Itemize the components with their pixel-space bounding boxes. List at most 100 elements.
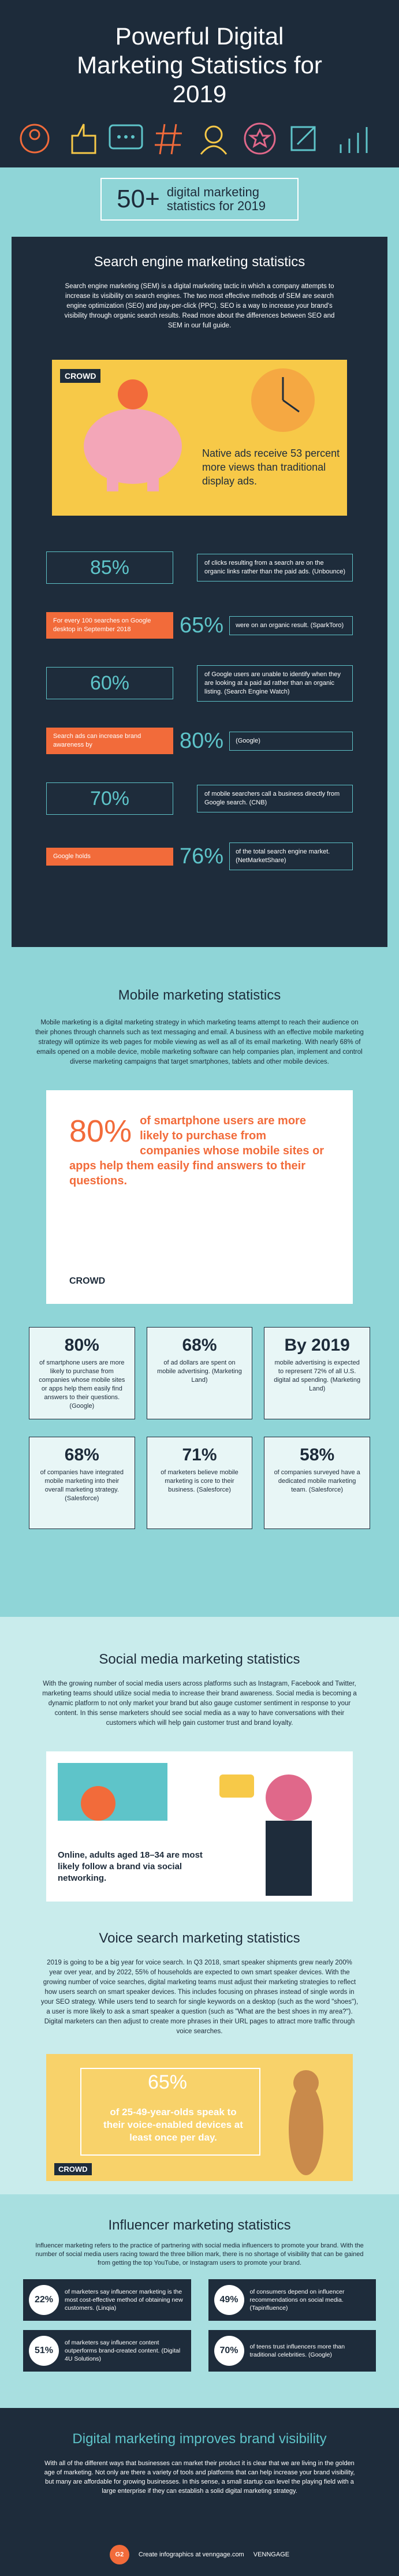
closing-section: Digital marketing improves brand visibil… <box>0 2408 399 2576</box>
feature-card: CROWD Native ads receive 53 percent more… <box>52 360 347 516</box>
banner-number: 50+ <box>117 185 160 213</box>
stat-number: 68% <box>182 1336 217 1355</box>
feature-text: of 25-49-year-olds speak to their voice-… <box>103 2107 243 2143</box>
stat-text: of companies have integrated mobile mark… <box>40 1469 124 1502</box>
stat-cell: 80% of smartphone users are more likely t… <box>29 1327 135 1419</box>
stat-row: For every 100 searches on Google desktop… <box>46 597 353 654</box>
stat-number: 80% <box>64 1336 99 1355</box>
stat-text: of marketers believe mobile marketing is… <box>161 1469 238 1493</box>
section-intro: 2019 is going to be a big year for voice… <box>40 1959 359 2035</box>
banner-box: 50+ digital marketing statistics for 201… <box>100 178 299 221</box>
stat-result: 65% were on an organic result. (SparkToro… <box>180 613 353 638</box>
social-section: Social media marketing statistics With t… <box>0 1617 399 2194</box>
stat-text: of teens trust influencers more than tra… <box>249 2343 345 2358</box>
section-title: Social media marketing statistics <box>99 1652 300 1667</box>
section-title: Search engine marketing statistics <box>94 254 305 270</box>
stat-cell: 49% of consumers depend on influencer rec… <box>208 2279 376 2321</box>
stat-cell: 51% of marketers say influencer content o… <box>23 2330 191 2372</box>
section-intro: Search engine marketing (SEM) is a digit… <box>64 283 335 329</box>
stat-label: Google holds <box>46 847 173 866</box>
mobile-section: Mobile marketing statistics Mobile marke… <box>0 953 399 1617</box>
stat-number: 58% <box>300 1445 335 1464</box>
stat-cell: 22% of marketers say influencer marketing… <box>23 2279 191 2321</box>
logo: G2 <box>109 2545 129 2564</box>
stat-row: 60% of Google users are unable to identif… <box>46 654 353 712</box>
icon-row <box>20 122 368 155</box>
stat-grid: 80% of smartphone users are more likely t… <box>29 1327 370 1529</box>
feature-card: 65% of 25-49-year-olds speak to their vo… <box>46 2054 353 2181</box>
stat-number: 60% <box>46 667 173 699</box>
stat-number: 76% <box>180 844 224 868</box>
stat-cell: 68% of companies have integrated mobile m… <box>29 1437 135 1529</box>
stat-row: 70% of mobile searchers call a business d… <box>46 770 353 827</box>
banner-text: digital marketing statistics for 2019 <box>166 185 266 213</box>
footer: G2 Create infographics at venngage.com V… <box>0 2545 399 2564</box>
feature-text: Online, adults aged 18–34 are most likel… <box>58 1850 203 1883</box>
feature-card: Online, adults aged 18–34 are most likel… <box>46 1751 353 1902</box>
section-title: Mobile marketing statistics <box>118 987 281 1003</box>
stat-text: of mobile searchers call a business dire… <box>197 785 353 812</box>
stat-text: of marketers say influencer content outp… <box>65 2339 181 2362</box>
section-text: With all of the different ways that busi… <box>44 2460 355 2495</box>
stat-label: Search ads can increase brand awareness … <box>46 728 173 754</box>
stat-text: of companies surveyed have a dedicated m… <box>274 1469 360 1493</box>
stat-number: 22% <box>29 2285 59 2315</box>
feature-text: of smartphone users are more likely to p… <box>69 1114 325 1187</box>
stat-result: 76% of the total search engine market. (N… <box>180 842 353 870</box>
stat-cell: 70% of teens trust influencers more than … <box>208 2330 376 2372</box>
section-intro: With the growing number of social media … <box>42 1680 357 1727</box>
search-panel: Search engine marketing statistics Searc… <box>12 237 387 947</box>
stat-row: 85% of clicks resulting from a search are… <box>46 539 353 597</box>
title: Powerful Digital Marketing Statistics fo… <box>77 23 322 107</box>
influencer-section: Influencer marketing statistics Influenc… <box>0 2194 399 2408</box>
stat-cell: 68% of ad dollars are spent on mobile adv… <box>146 1327 253 1419</box>
stat-text: of smartphone users are more likely to p… <box>39 1359 125 1410</box>
stat-number: 51% <box>29 2336 59 2366</box>
footer-credit: Create infographics at venngage.com <box>138 2551 244 2558</box>
illustration <box>58 1763 312 1896</box>
stat-number: 70% <box>214 2336 244 2366</box>
stat-cell: By 2019 mobile advertising is expected to… <box>264 1327 370 1419</box>
stat-text: (Google) <box>229 731 353 751</box>
section-title: Digital marketing improves brand visibil… <box>72 2431 327 2447</box>
section-intro: Mobile marketing is a digital marketing … <box>35 1019 364 1065</box>
stat-cell: 71% of marketers believe mobile marketing… <box>146 1437 253 1529</box>
stat-text: of ad dollars are spent on mobile advert… <box>157 1359 242 1384</box>
search-section: Search engine marketing statistics Searc… <box>0 231 399 953</box>
stat-text: of consumers depend on influencer recomm… <box>249 2288 345 2312</box>
stat-number: 70% <box>46 782 173 815</box>
stat-grid: 22% of marketers say influencer marketing… <box>23 2279 376 2372</box>
illustration <box>84 368 315 491</box>
feature-number: 65% <box>147 2071 188 2093</box>
stat-text: mobile advertising is expected to repres… <box>274 1359 361 1392</box>
stat-row: Google holds 76% of the total search engin… <box>46 827 353 885</box>
brand: CROWD <box>54 2163 92 2175</box>
stat-result: 80% (Google) <box>180 729 353 754</box>
stat-text: of marketers say influencer marketing is… <box>65 2288 183 2312</box>
stat-text: of the total search engine market. (NetM… <box>229 842 353 870</box>
stat-number: 49% <box>214 2285 244 2315</box>
stat-label: For every 100 searches on Google desktop… <box>46 612 173 639</box>
section-intro: Influencer marketing refers to the pract… <box>35 2242 364 2266</box>
feature-card: 80% of smartphone users are more likely … <box>46 1090 353 1304</box>
stat-row: Search ads can increase brand awareness … <box>46 712 353 770</box>
stat-cell: 58% of companies surveyed have a dedicate… <box>264 1437 370 1529</box>
brand: CROWD <box>69 1276 106 1286</box>
stat-number: 71% <box>182 1445 217 1464</box>
stat-text: of clicks resulting from a search are on… <box>197 554 353 581</box>
brand: CROWD <box>60 369 101 383</box>
banner: 50+ digital marketing statistics for 201… <box>0 167 399 231</box>
section-title: Influencer marketing statistics <box>108 2217 291 2233</box>
stat-text: were on an organic result. (SparkToro) <box>229 616 353 635</box>
feature-text: Native ads receive 53 percent more views… <box>202 448 340 487</box>
stat-number: 80% <box>180 728 224 753</box>
illustration <box>80 2068 323 2175</box>
stat-number: 68% <box>64 1445 99 1464</box>
stat-number: 65% <box>180 613 224 638</box>
feature-number: 80% <box>69 1114 132 1149</box>
stat-text: of Google users are unable to identify w… <box>197 665 353 702</box>
section-title: Voice search marketing statistics <box>99 1930 300 1946</box>
stat-number: 85% <box>46 551 173 584</box>
stat-number: By 2019 <box>284 1336 350 1355</box>
